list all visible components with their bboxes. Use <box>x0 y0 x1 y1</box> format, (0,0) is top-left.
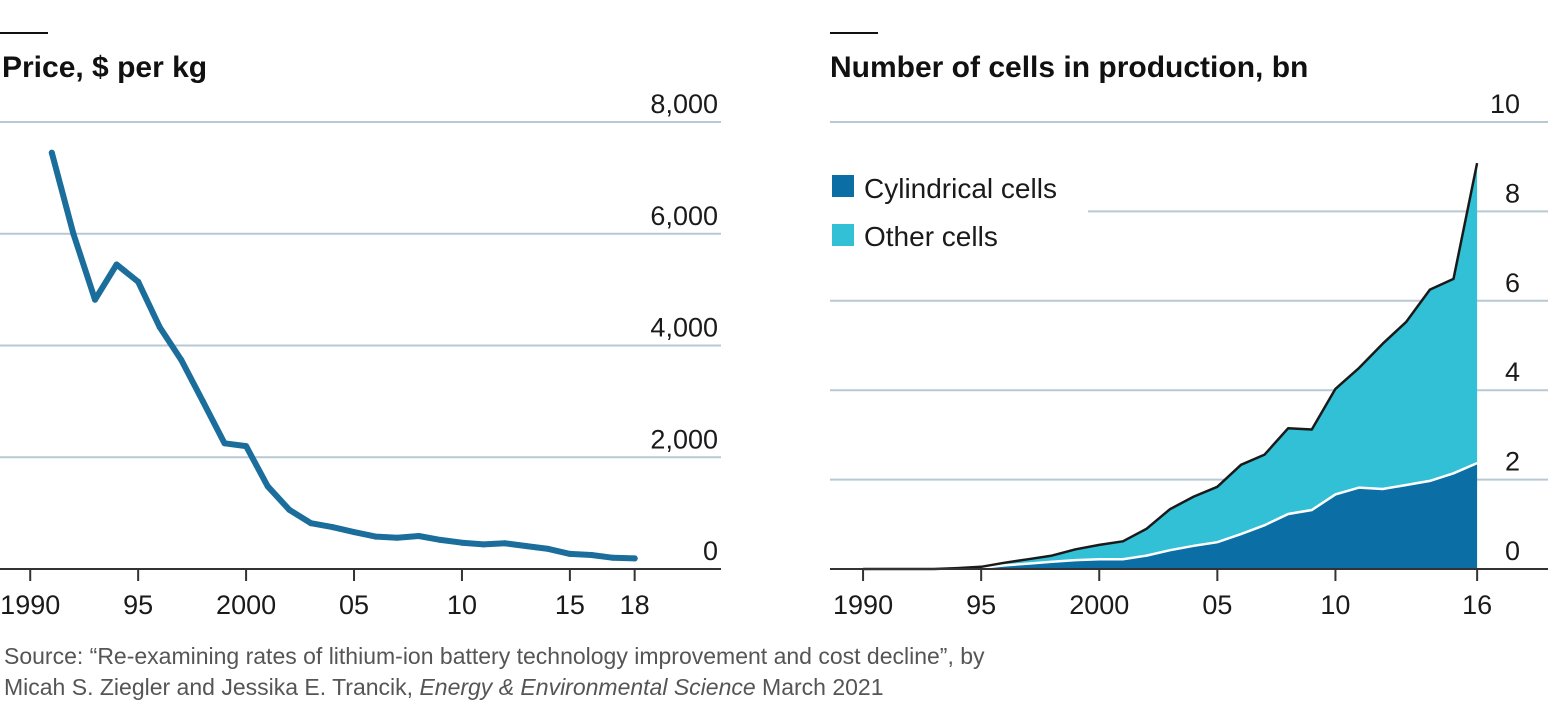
legend-label-other: Other cells <box>864 221 998 252</box>
y-tick-label: 0 <box>703 536 718 566</box>
price-point <box>199 398 206 405</box>
price-point <box>178 357 185 363</box>
source-line-1: Source: “Re-examining rates of lithium-i… <box>4 643 985 669</box>
price-point <box>70 230 77 237</box>
price-point <box>523 543 530 550</box>
chart-title: Price, $ per kg <box>2 51 207 84</box>
y-tick-label: 6 <box>1505 268 1520 298</box>
price-point <box>437 536 444 543</box>
price-point <box>372 533 379 540</box>
price-point <box>480 541 487 548</box>
y-axis: 0 2 4 6 8 10 <box>1490 89 1520 566</box>
price-point <box>156 324 163 331</box>
source-authors: Micah S. Ziegler and Jessika E. Trancik, <box>4 674 420 700</box>
x-tick-label: 95 <box>966 590 996 620</box>
price-point <box>502 540 509 547</box>
x-tick-label: 95 <box>123 590 153 620</box>
y-tick-label: 2 <box>1505 447 1520 477</box>
y-tick-label: 10 <box>1490 89 1520 119</box>
x-tick-label: 10 <box>1320 590 1350 620</box>
chart-title: Number of cells in production, bn <box>830 51 1308 84</box>
price-point <box>545 545 552 552</box>
x-tick-label: 1990 <box>0 590 60 620</box>
area-cylindrical-cells <box>863 463 1478 569</box>
price-point <box>631 555 638 562</box>
legend-swatch-other <box>832 224 854 246</box>
y-tick-label: 6,000 <box>650 201 718 231</box>
x-tick-label: 1990 <box>833 590 893 620</box>
series <box>48 149 638 562</box>
x-axis: 1990 95 2000 05 10 15 18 <box>0 568 721 620</box>
source-journal: Energy & Environmental Science <box>419 674 756 700</box>
x-tick-label: 18 <box>620 590 650 620</box>
y-axis: 0 2,000 4,000 6,000 8,000 <box>650 89 718 566</box>
price-point <box>394 534 401 541</box>
price-point <box>307 520 314 527</box>
price-point <box>113 261 120 268</box>
price-chart: Price, $ per kg 0 2,000 4,000 6,000 8,000 19… <box>0 32 721 620</box>
legend-label-cylindrical: Cylindrical cells <box>864 173 1057 204</box>
cells-chart: Number of cells in production, bn 0 2 4 6 8 1… <box>830 32 1548 620</box>
price-point <box>286 506 293 513</box>
x-tick-label: 05 <box>1202 590 1232 620</box>
price-point <box>566 550 573 557</box>
price-point <box>459 539 465 546</box>
price-point <box>135 278 142 285</box>
price-point <box>92 296 98 303</box>
y-tick-label: 4 <box>1505 357 1520 387</box>
area-other-cells <box>863 163 1478 569</box>
y-tick-label: 8,000 <box>650 89 718 119</box>
price-point <box>243 443 250 450</box>
x-tick-label: 2000 <box>216 590 276 620</box>
y-tick-label: 0 <box>1505 536 1520 566</box>
price-point <box>351 529 357 536</box>
source-line-2: Micah S. Ziegler and Jessika E. Trancik,… <box>4 672 1304 703</box>
y-tick-label: 4,000 <box>650 313 718 343</box>
price-point <box>221 440 228 447</box>
price-point <box>415 533 422 539</box>
price-point <box>610 554 617 561</box>
price-point <box>48 149 55 156</box>
price-line <box>48 149 638 562</box>
x-tick-label: 05 <box>339 590 369 620</box>
price-point <box>264 483 271 490</box>
x-tick-label: 10 <box>447 590 477 620</box>
x-tick-label: 15 <box>555 590 585 620</box>
x-tick-label: 16 <box>1462 590 1492 620</box>
legend-swatch-cylindrical <box>832 175 854 197</box>
x-tick-label: 2000 <box>1069 590 1129 620</box>
source-date: March 2021 <box>755 674 884 700</box>
total-outline <box>863 162 1479 571</box>
legend: Cylindrical cells Other cells <box>832 173 1057 252</box>
y-tick-label: 8 <box>1505 178 1520 208</box>
y-tick-label: 2,000 <box>650 424 718 454</box>
source-note: Source: “Re-examining rates of lithium-i… <box>4 641 1304 703</box>
x-axis: 1990 95 2000 05 10 16 <box>830 568 1548 620</box>
price-point <box>588 552 595 558</box>
price-point <box>329 524 336 531</box>
gridlines <box>0 121 721 459</box>
